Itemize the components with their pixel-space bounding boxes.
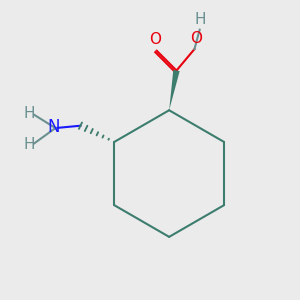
Text: H: H (23, 106, 35, 121)
Polygon shape (169, 70, 180, 110)
Text: H: H (195, 12, 206, 27)
Text: H: H (23, 137, 35, 152)
Text: O: O (190, 31, 202, 46)
Text: O: O (149, 32, 161, 47)
Text: N: N (48, 118, 60, 136)
